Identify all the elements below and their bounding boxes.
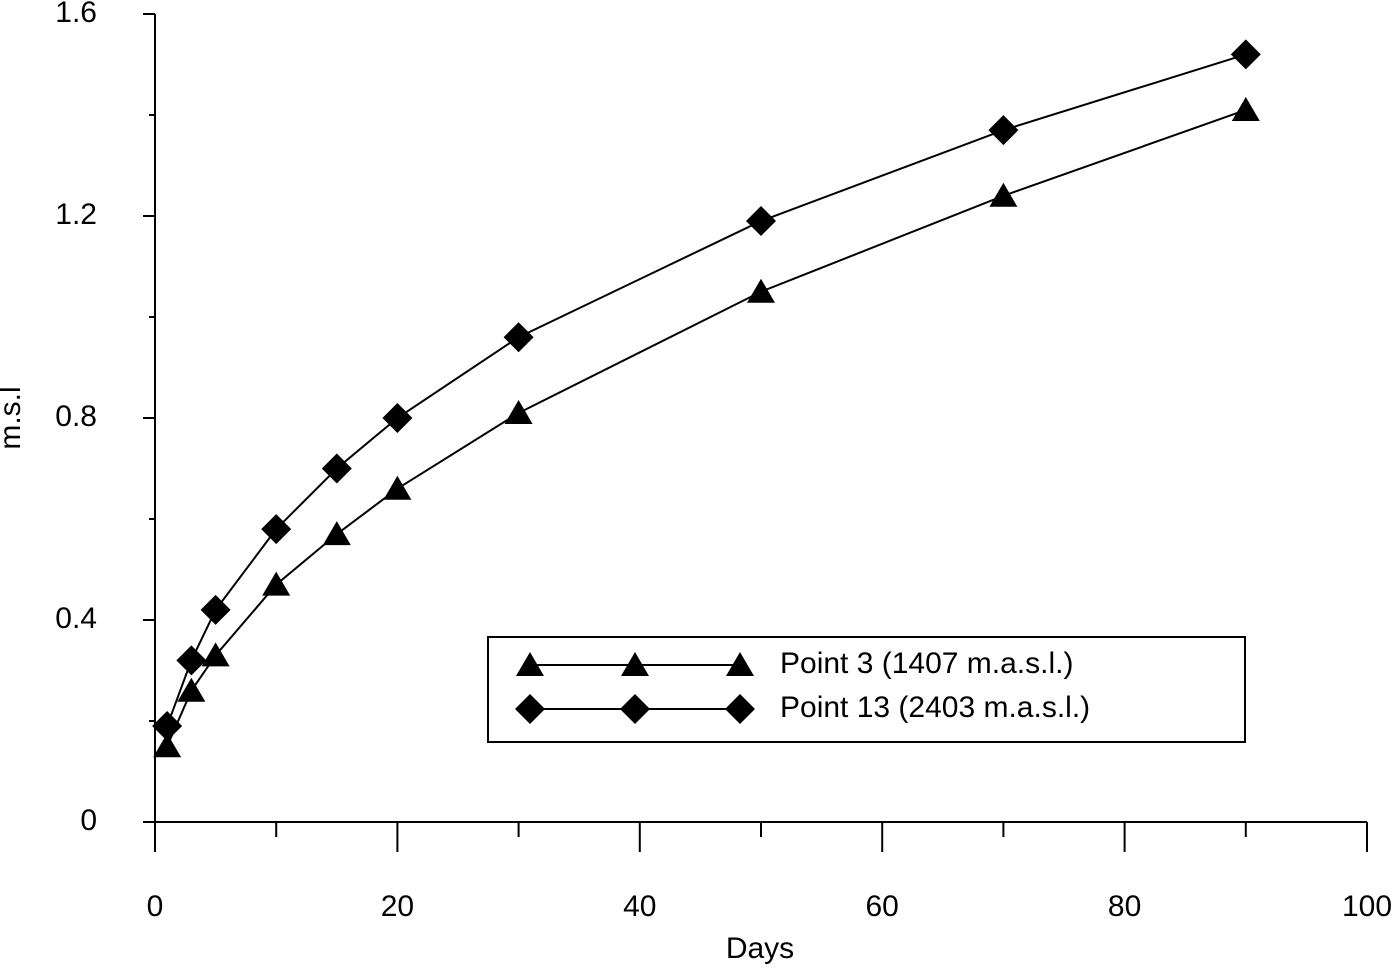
legend-marker (515, 694, 545, 724)
x-tick-label: 100 (1342, 890, 1392, 923)
x-tick-label: 20 (381, 890, 414, 923)
y-axis-label: m.s.l (0, 386, 27, 449)
x-tick-label: 60 (866, 890, 899, 923)
marker (503, 322, 534, 353)
marker (200, 594, 231, 625)
x-tick-label: 40 (623, 890, 656, 923)
marker (322, 521, 351, 546)
marker (201, 642, 230, 667)
marker (383, 475, 412, 500)
y-tick-label: 1.2 (55, 198, 97, 231)
series-line (166, 109, 1247, 747)
y-tick-label: 1.6 (55, 0, 97, 29)
x-axis-label: Days (726, 932, 794, 965)
marker (262, 571, 291, 596)
marker (153, 733, 182, 758)
y-tick-label: 0.8 (55, 400, 97, 433)
legend-marker (621, 652, 649, 676)
legend-marker (516, 652, 544, 676)
marker (1231, 96, 1260, 121)
legend-label: Point 3 (1407 m.a.s.l.) (780, 647, 1073, 680)
marker (747, 278, 775, 303)
legend-marker (725, 694, 755, 724)
marker (382, 403, 413, 433)
marker (746, 206, 776, 237)
legend-marker (726, 652, 754, 676)
y-tick-label: 0.4 (55, 602, 97, 635)
legend-marker (620, 694, 650, 724)
marker (988, 115, 1019, 146)
marker (504, 399, 533, 424)
marker (176, 645, 207, 676)
x-tick-label: 80 (1108, 890, 1141, 923)
marker (177, 677, 206, 702)
marker (152, 711, 183, 742)
marker (989, 182, 1018, 207)
legend-label: Point 13 (2403 m.a.s.l.) (780, 691, 1090, 724)
x-tick-label: 0 (147, 890, 164, 923)
marker (261, 514, 292, 545)
legend-box (487, 636, 1246, 743)
marker (321, 453, 352, 484)
series-line (166, 53, 1247, 727)
y-tick-label: 0 (80, 804, 97, 837)
marker (1230, 39, 1261, 70)
